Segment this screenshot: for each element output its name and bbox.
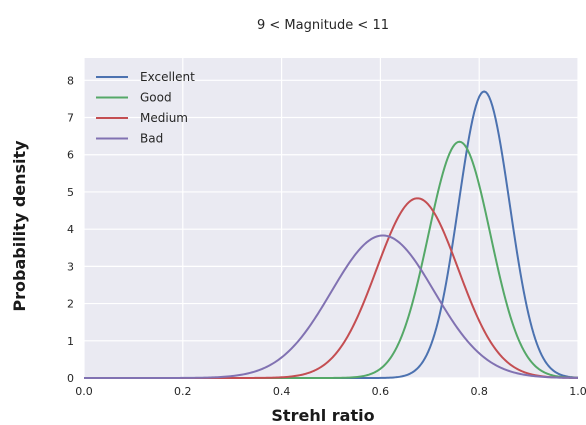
x-gridlines bbox=[83, 58, 579, 378]
x-tick-label: 0.8 bbox=[470, 385, 488, 398]
y-tick-label: 8 bbox=[67, 74, 74, 87]
x-tick-label: 1.0 bbox=[569, 385, 586, 398]
y-tick-label: 0 bbox=[67, 372, 74, 385]
y-tick-label: 4 bbox=[67, 223, 74, 236]
legend-label: Good bbox=[140, 91, 172, 105]
y-tick-label: 7 bbox=[67, 112, 74, 125]
series-lines bbox=[84, 90, 579, 379]
plot-area bbox=[84, 58, 578, 378]
x-tick-label: 0.2 bbox=[174, 385, 192, 398]
y-tick-labels: 0 1 2 3 4 5 6 7 8 bbox=[67, 74, 74, 385]
legend: Excellent Good Medium Bad bbox=[96, 70, 195, 146]
chart-title: 9 < Magnitude < 11 bbox=[257, 18, 389, 33]
series-line-bad bbox=[84, 234, 579, 379]
x-tick-label: 0.0 bbox=[75, 385, 93, 398]
y-tick-label: 2 bbox=[67, 298, 74, 311]
x-tick-labels: 0.0 0.2 0.4 0.6 0.8 1.0 bbox=[75, 385, 586, 398]
y-tick-label: 6 bbox=[67, 149, 74, 162]
x-tick-label: 0.6 bbox=[372, 385, 390, 398]
y-tick-label: 3 bbox=[67, 260, 74, 273]
x-tick-label: 0.4 bbox=[273, 385, 291, 398]
y-tick-label: 1 bbox=[67, 335, 74, 348]
legend-label: Excellent bbox=[140, 70, 195, 84]
legend-label: Bad bbox=[140, 132, 163, 146]
y-tick-label: 5 bbox=[67, 186, 74, 199]
legend-label: Medium bbox=[140, 111, 188, 125]
y-axis-label: Probability density bbox=[10, 140, 29, 312]
x-axis-label: Strehl ratio bbox=[271, 406, 374, 425]
